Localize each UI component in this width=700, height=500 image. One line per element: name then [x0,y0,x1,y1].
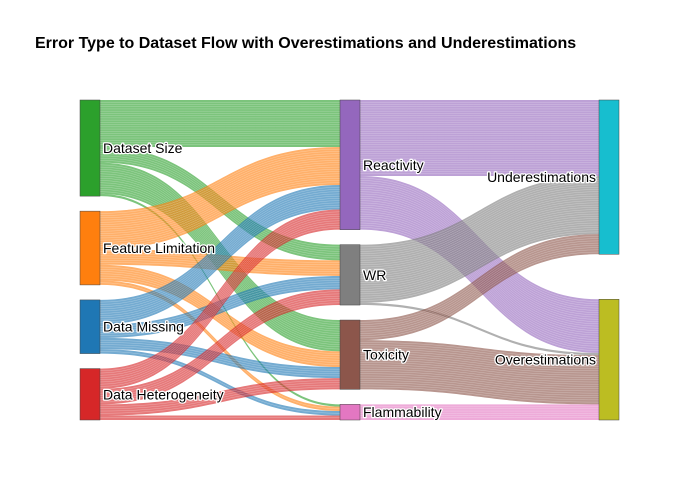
link-texture [99,351,341,414]
node-label-dataset_size: Dataset Size [103,140,183,156]
link-data_missing-to-flammability[interactable] [100,349,340,416]
link-texture [360,406,599,419]
link-flammability-to-overestimations[interactable] [360,404,599,420]
link-texture [359,342,600,403]
link-data_heterogeneity-to-flammability[interactable] [100,415,340,420]
link-feature_limitation-to-reactivity[interactable] [100,146,340,250]
link-reactivity-to-underestimations[interactable] [360,100,599,177]
node-feature_limitation[interactable] [79,210,101,286]
node-dataset_size[interactable] [79,99,101,197]
node-flammability[interactable] [339,404,361,421]
link-texture [99,186,341,323]
link-texture [359,236,600,339]
link-wr-to-underestimations[interactable] [360,176,599,303]
node-label-overestimations: Overestimations [495,352,596,368]
link-texture [99,101,340,145]
link-texture [360,101,599,175]
link-toxicity-to-underestimations[interactable] [360,234,599,341]
link-toxicity-to-overestimations[interactable] [360,340,599,405]
link-texture [99,291,341,403]
node-label-reactivity: Reactivity [363,157,424,173]
node-label-data_missing: Data Missing [103,319,184,335]
node-underestimations[interactable] [598,99,620,255]
link-wr-to-overestimations[interactable] [360,302,599,356]
link-data_missing-to-toxicity[interactable] [100,337,340,379]
node-toxicity[interactable] [339,319,361,390]
node-label-wr: WR [363,267,386,283]
node-label-flammability: Flammability [363,404,442,420]
link-data_heterogeneity-to-reactivity[interactable] [100,209,340,389]
link-texture [99,148,341,248]
link-texture [99,211,341,387]
link-texture [99,380,341,414]
node-reactivity[interactable] [339,99,361,230]
link-texture [359,178,600,301]
node-overestimations[interactable] [598,299,620,421]
link-data_heterogeneity-to-wr[interactable] [100,289,340,405]
node-wr[interactable] [339,244,361,306]
links-layer [99,100,600,420]
link-texture [99,339,341,377]
chart-title: Error Type to Dataset Flow with Overesti… [35,35,577,52]
link-data_heterogeneity-to-toxicity[interactable] [100,378,340,416]
nodes-layer [79,99,620,421]
node-label-underestimations: Underestimations [487,169,596,185]
link-dataset_size-to-reactivity[interactable] [100,100,340,147]
link-feature_limitation-to-toxicity[interactable] [100,264,340,367]
node-label-feature_limitation: Feature Limitation [103,240,215,256]
node-data_missing[interactable] [79,299,101,354]
node-label-data_heterogeneity: Data Heterogeneity [103,386,224,402]
node-data_heterogeneity[interactable] [79,368,101,421]
labels-layer: Dataset Size Feature Limitation Data Missi… [102,139,598,422]
node-label-toxicity: Toxicity [363,347,409,363]
link-data_missing-to-reactivity[interactable] [100,184,340,325]
